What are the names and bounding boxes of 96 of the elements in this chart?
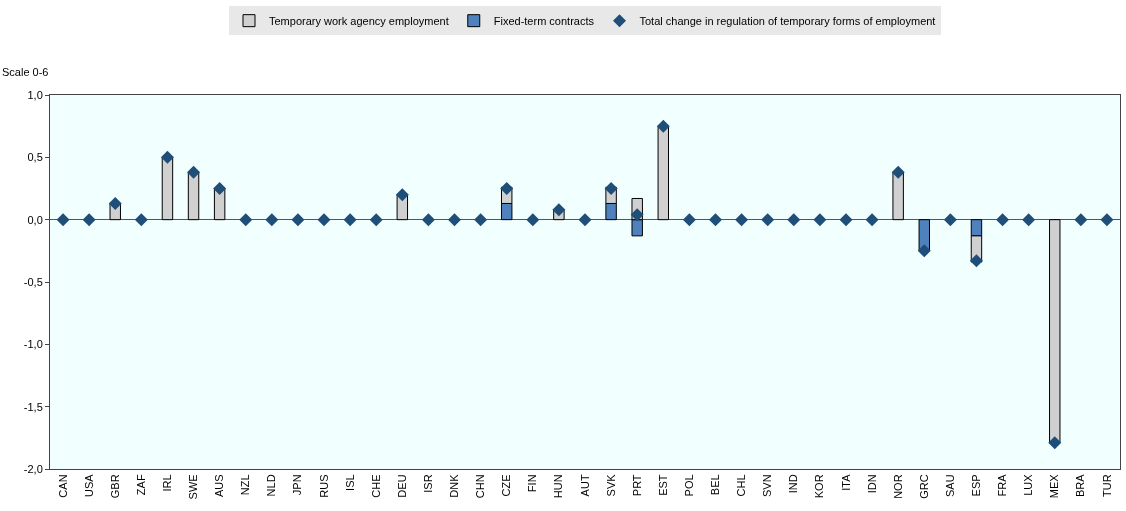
bar bbox=[657, 125, 670, 221]
x-tick-label: GBR bbox=[108, 474, 121, 499]
x-tick-label: AUT bbox=[578, 474, 591, 497]
x-tick-label: FIN bbox=[526, 474, 539, 493]
x-tick-label: ISL bbox=[343, 474, 356, 491]
x-tick-label: ITA bbox=[839, 473, 852, 491]
point bbox=[82, 213, 96, 227]
x-tick-label: IND bbox=[787, 474, 800, 494]
point bbox=[265, 213, 279, 227]
y-axis-title: Scale 0-6 bbox=[2, 66, 49, 78]
x-tick-label: TUR bbox=[1100, 474, 1113, 498]
point bbox=[969, 254, 983, 268]
point bbox=[395, 188, 409, 202]
x-tick-label: CHE bbox=[369, 474, 382, 498]
x-tick-label: SVK bbox=[604, 473, 617, 497]
point bbox=[917, 244, 931, 258]
point bbox=[552, 203, 566, 217]
point bbox=[108, 196, 122, 210]
point bbox=[187, 165, 201, 179]
point bbox=[474, 213, 488, 227]
point bbox=[839, 213, 853, 227]
x-tick-label: SWE bbox=[187, 474, 200, 500]
y-tick-label: -2,0 bbox=[23, 462, 43, 475]
x-tick-label: CAN bbox=[56, 474, 69, 498]
y-tick-label: -1,0 bbox=[23, 338, 43, 351]
y-tick-label: -1,5 bbox=[23, 400, 43, 413]
x-tick-label: BRA bbox=[1074, 473, 1087, 498]
x-tick-label: NLD bbox=[265, 474, 278, 497]
x-tick-label: AUS bbox=[213, 474, 226, 498]
x-tick-label: PRT bbox=[630, 474, 643, 497]
x-tick-label: DNK bbox=[448, 473, 461, 498]
point bbox=[735, 213, 749, 227]
point bbox=[1100, 213, 1114, 227]
x-tick-label: CZE bbox=[500, 474, 513, 497]
x-tick-label: BEL bbox=[709, 474, 722, 496]
point bbox=[160, 150, 174, 164]
bar bbox=[892, 171, 904, 221]
x-tick-label: IDN bbox=[865, 474, 878, 494]
point bbox=[134, 213, 148, 227]
x-tick-label: RUS bbox=[317, 474, 330, 498]
x-tick-label: GRC bbox=[917, 474, 930, 499]
x-tick-label: NZL bbox=[239, 474, 252, 496]
point bbox=[761, 213, 775, 227]
point bbox=[1022, 213, 1036, 227]
point bbox=[604, 182, 618, 195]
point bbox=[213, 182, 227, 195]
point bbox=[526, 213, 540, 227]
x-tick-label: POL bbox=[682, 474, 695, 497]
x-tick-label: SVN bbox=[761, 474, 774, 498]
point bbox=[500, 182, 514, 195]
point bbox=[682, 213, 696, 227]
x-tick-label: KOR bbox=[813, 474, 826, 499]
point bbox=[421, 213, 435, 227]
x-tick-label: ESP bbox=[970, 474, 983, 497]
point bbox=[369, 213, 383, 227]
x-tick-label: NOR bbox=[891, 474, 904, 499]
bar bbox=[1049, 219, 1061, 444]
point bbox=[943, 213, 957, 227]
point bbox=[996, 213, 1010, 227]
x-tick-label: LUX bbox=[1022, 473, 1035, 496]
x-tick-label: EST bbox=[656, 474, 669, 496]
point bbox=[239, 213, 253, 227]
point bbox=[1074, 213, 1088, 227]
point bbox=[891, 165, 905, 179]
point bbox=[1048, 436, 1062, 450]
x-tick-label: CHL bbox=[735, 474, 748, 497]
x-tick-label: IRL bbox=[161, 474, 174, 492]
x-tick-label: JPN bbox=[291, 474, 304, 496]
point bbox=[343, 213, 357, 227]
legend-label: Total change in regulation of temporary forms of employment bbox=[639, 14, 936, 27]
y-tick-label: 0,5 bbox=[27, 151, 43, 164]
point bbox=[630, 208, 644, 222]
point bbox=[448, 213, 462, 227]
point bbox=[317, 213, 331, 227]
x-tick-label: MEX bbox=[1048, 473, 1061, 499]
point bbox=[291, 213, 305, 227]
point bbox=[56, 213, 70, 227]
point bbox=[656, 119, 670, 133]
x-tick-label: CHN bbox=[474, 474, 487, 499]
legend-label: Fixed-term contracts bbox=[493, 14, 595, 27]
x-tick-label: DEU bbox=[395, 474, 408, 498]
y-tick-label: 1,0 bbox=[27, 88, 43, 101]
point bbox=[578, 213, 592, 227]
x-tick-label: ISR bbox=[421, 474, 434, 493]
point bbox=[865, 213, 879, 227]
y-tick-label: -0,5 bbox=[23, 275, 43, 288]
y-tick-label: 0,0 bbox=[27, 213, 43, 226]
x-tick-label: ZAF bbox=[134, 474, 147, 496]
x-tick-label: HUN bbox=[552, 474, 565, 499]
x-tick-label: FRA bbox=[996, 473, 1009, 497]
point bbox=[813, 213, 827, 227]
legend-label: Temporary work agency employment bbox=[269, 14, 449, 27]
point bbox=[787, 213, 801, 227]
x-tick-label: SAU bbox=[943, 474, 956, 498]
point bbox=[708, 213, 722, 227]
x-tick-label: USA bbox=[82, 473, 95, 498]
